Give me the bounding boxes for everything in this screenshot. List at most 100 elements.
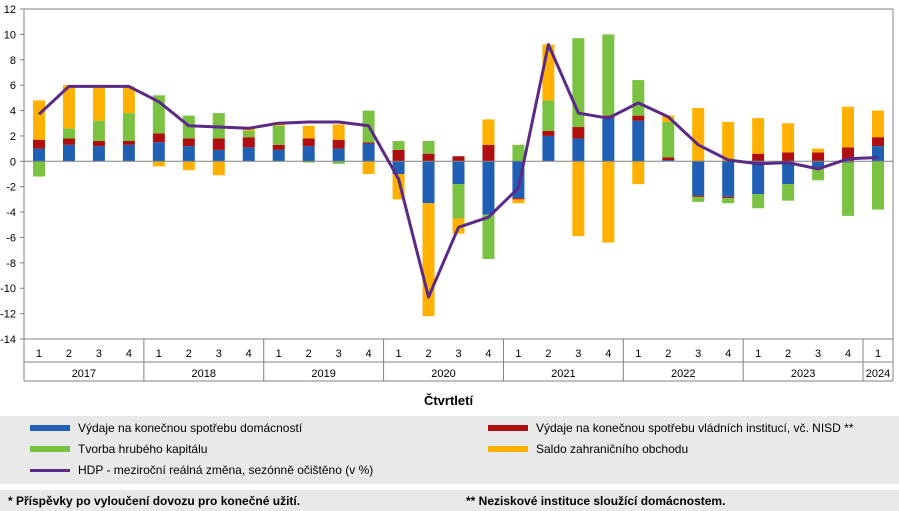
x-tick-label: 3 bbox=[575, 348, 581, 360]
x-tick-label: 1 bbox=[36, 348, 42, 360]
bar-segment bbox=[122, 86, 135, 114]
bar-segment bbox=[782, 184, 795, 201]
legend-label: HDP - meziroční reálná změna, sezónně oč… bbox=[78, 463, 374, 477]
x-tick-label: 2 bbox=[306, 348, 312, 360]
x-axis-title: Čtvrtletí bbox=[424, 393, 474, 408]
bar-segment bbox=[542, 100, 555, 131]
bar-segment bbox=[602, 34, 615, 116]
bar-segment bbox=[332, 148, 345, 162]
y-tick-label: -12 bbox=[0, 309, 16, 321]
x-tick-label: 2 bbox=[186, 348, 192, 360]
bar-segment bbox=[602, 118, 615, 162]
bar-segment bbox=[32, 100, 45, 140]
y-tick-label: 12 bbox=[4, 4, 16, 16]
y-tick-label: 4 bbox=[10, 106, 16, 118]
bar-segment bbox=[482, 119, 495, 145]
x-year-label: 2022 bbox=[671, 368, 695, 380]
bar-segment bbox=[872, 161, 885, 210]
legend-swatch-line bbox=[30, 468, 70, 472]
bar-segment bbox=[602, 161, 615, 243]
bar-segment bbox=[122, 144, 135, 162]
legend-item-capital: Tvorba hrubého kapitálu bbox=[30, 441, 207, 457]
footnotes: * Příspěvky po vyloučení dovozu pro kone… bbox=[0, 490, 899, 511]
bar-segment bbox=[32, 148, 45, 162]
bar-segment bbox=[512, 199, 525, 204]
bar-segment bbox=[752, 194, 765, 209]
bar-segment bbox=[212, 161, 225, 176]
x-tick-label: 3 bbox=[695, 348, 701, 360]
bar-segment bbox=[62, 144, 75, 162]
x-year-label: 2019 bbox=[311, 368, 335, 380]
x-year-label: 2023 bbox=[791, 368, 815, 380]
bar-segment bbox=[572, 161, 585, 237]
x-tick-label: 4 bbox=[246, 348, 252, 360]
bar-segment bbox=[242, 137, 255, 148]
x-year-label: 2021 bbox=[551, 368, 575, 380]
x-year-label: 2024 bbox=[866, 368, 890, 380]
bar-segment bbox=[692, 108, 705, 162]
bar-segment bbox=[632, 80, 645, 116]
bar-segment bbox=[482, 161, 495, 215]
legend-swatch bbox=[30, 446, 70, 452]
y-tick-label: -8 bbox=[6, 258, 16, 270]
x-tick-label: 4 bbox=[485, 348, 491, 360]
footnote-left: * Příspěvky po vyloučení dovozu pro kone… bbox=[8, 494, 301, 508]
bar-segment bbox=[212, 149, 225, 162]
x-tick-label: 3 bbox=[336, 348, 342, 360]
plot-frame bbox=[23, 8, 894, 340]
bar-segment bbox=[362, 142, 375, 144]
bar-segment bbox=[92, 141, 105, 147]
bar-segment bbox=[572, 127, 585, 139]
bar-segment bbox=[722, 161, 735, 197]
bar-segment bbox=[722, 198, 735, 204]
bar-segment bbox=[332, 161, 345, 164]
bar-segment bbox=[62, 138, 75, 145]
bar-segment bbox=[152, 142, 165, 162]
y-tick-label: 10 bbox=[4, 29, 16, 41]
x-tick-label: 1 bbox=[515, 348, 521, 360]
bar-segment bbox=[152, 161, 165, 167]
bar-segment bbox=[752, 161, 765, 195]
x-year-label: 2018 bbox=[192, 368, 216, 380]
x-tick-label: 2 bbox=[66, 348, 72, 360]
bar-segment bbox=[752, 118, 765, 154]
legend-swatch bbox=[488, 446, 528, 452]
y-tick-label: 6 bbox=[10, 80, 16, 92]
x-tick-label: 1 bbox=[755, 348, 761, 360]
bar-segment bbox=[512, 144, 525, 162]
bar-segment bbox=[422, 161, 435, 204]
x-tick-label: 1 bbox=[276, 348, 282, 360]
bar-segment bbox=[572, 138, 585, 162]
legend-item-gdp: HDP - meziroční reálná změna, sezónně oč… bbox=[30, 462, 373, 478]
y-tick-label: -4 bbox=[6, 207, 16, 219]
bar-segment bbox=[872, 137, 885, 147]
bar-segment bbox=[782, 161, 795, 185]
bar-segment bbox=[62, 128, 75, 139]
x-tick-label: 1 bbox=[635, 348, 641, 360]
bar-segment bbox=[632, 115, 645, 121]
x-tick-label: 4 bbox=[605, 348, 611, 360]
x-tick-label: 4 bbox=[126, 348, 132, 360]
x-tick-label: 2 bbox=[665, 348, 671, 360]
y-tick-label: -14 bbox=[0, 334, 16, 346]
bar-segment bbox=[32, 139, 45, 149]
x-tick-label: 4 bbox=[845, 348, 851, 360]
bar-segment bbox=[362, 143, 375, 162]
bar-segment bbox=[542, 130, 555, 136]
bar-segment bbox=[692, 195, 705, 197]
bar-segment bbox=[782, 123, 795, 153]
bar-segment bbox=[452, 161, 465, 185]
y-tick-label: -2 bbox=[6, 182, 16, 194]
bar-segment bbox=[842, 161, 855, 163]
bar-segment bbox=[632, 120, 645, 162]
bar-segment bbox=[722, 121, 735, 162]
legend-label: Výdaje na konečnou spotřebu domácností bbox=[78, 421, 303, 435]
bar-segment bbox=[392, 149, 405, 162]
bar-segment bbox=[662, 157, 675, 161]
x-tick-label: 4 bbox=[366, 348, 372, 360]
bar-segment bbox=[182, 146, 195, 162]
gdp-line bbox=[37, 43, 879, 299]
y-tick-label: -6 bbox=[6, 232, 16, 244]
bar-segment bbox=[722, 196, 735, 199]
legend: Výdaje na konečnou spotřebu domácností V… bbox=[0, 416, 899, 484]
